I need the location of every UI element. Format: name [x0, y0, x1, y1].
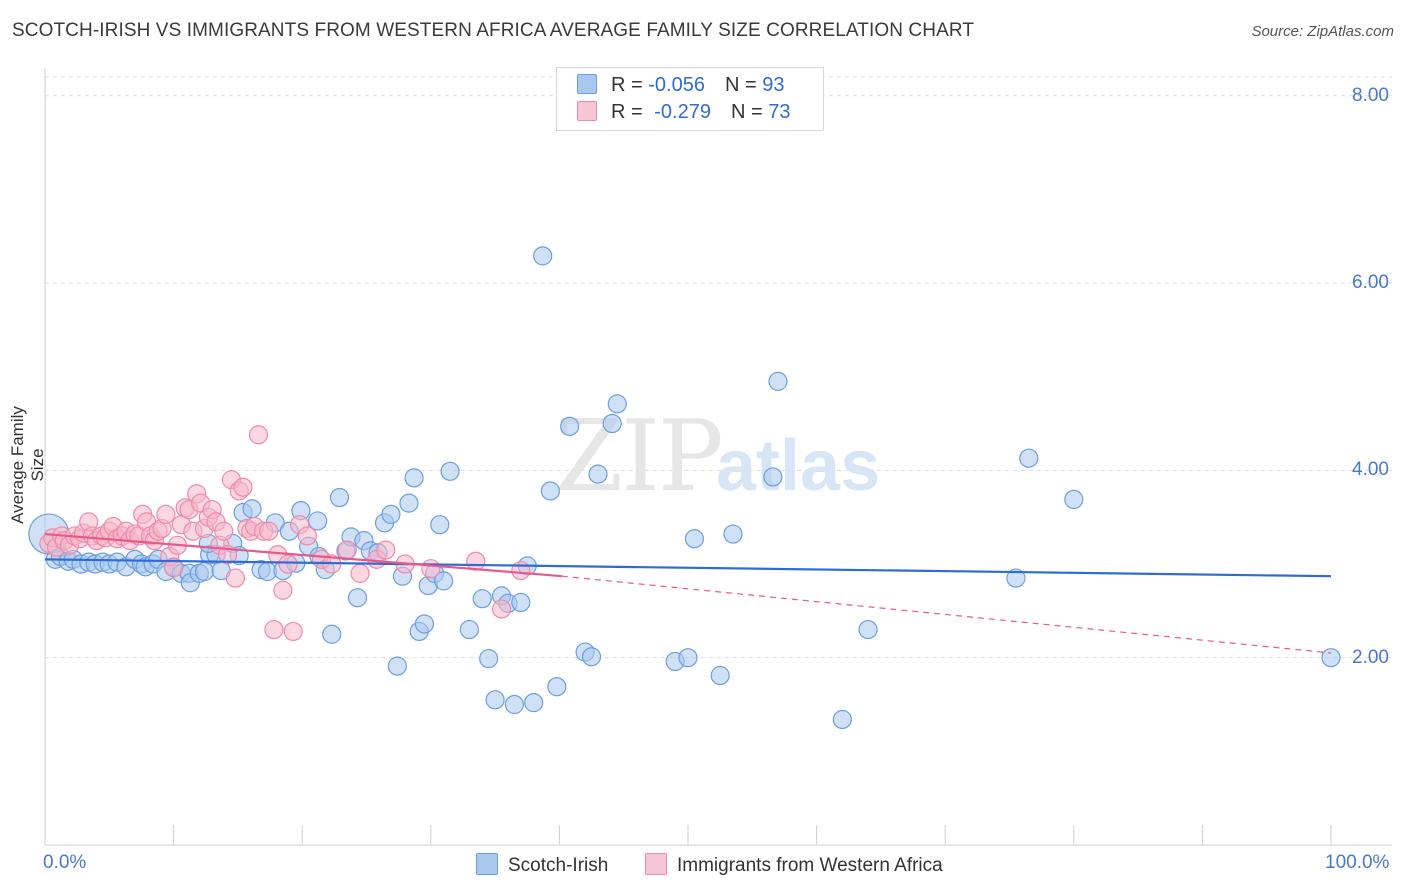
- data-point: [1019, 448, 1039, 468]
- data-point: [421, 559, 441, 579]
- legend-n-label: N =: [724, 74, 763, 96]
- data-point: [678, 648, 698, 668]
- legend-item-scotch-irish[interactable]: Scotch-Irish: [476, 853, 608, 877]
- series-legend: Scotch-Irish Immigrants from Western Afr…: [0, 851, 1406, 879]
- svg-text:ZIP: ZIP: [555, 400, 722, 514]
- axes: [44, 68, 1392, 846]
- data-point: [485, 690, 505, 710]
- data-point: [459, 619, 479, 640]
- legend-swatch-pink: [645, 853, 667, 875]
- trend-line-dashed: [561, 575, 1332, 654]
- data-point: [1321, 648, 1341, 668]
- data-point: [832, 709, 852, 730]
- svg-text:atlas: atlas: [716, 426, 880, 506]
- data-point: [684, 529, 705, 549]
- data-point: [560, 416, 580, 436]
- data-point: [278, 554, 298, 574]
- data-point: [233, 477, 253, 497]
- data-point: [322, 624, 342, 644]
- data-point: [225, 568, 245, 588]
- data-point: [581, 647, 602, 667]
- data-point: [540, 481, 560, 501]
- legend-swatch-blue: [476, 853, 498, 875]
- data-point: [387, 656, 407, 676]
- legend-r-label: R =: [611, 74, 649, 96]
- data-point: [710, 665, 730, 686]
- data-point: [242, 499, 262, 519]
- legend-item-immigrants[interactable]: Immigrants from Western Africa: [645, 853, 943, 877]
- legend-r-value: -0.056: [648, 74, 705, 96]
- data-point: [472, 589, 492, 609]
- data-point: [259, 521, 279, 541]
- watermark: ZIP atlas: [555, 400, 880, 514]
- data-point: [347, 588, 368, 608]
- data-point: [404, 468, 424, 488]
- data-point: [194, 561, 215, 582]
- data-point: [156, 504, 176, 524]
- data-point: [308, 511, 328, 531]
- x-tick-label-min: 0.0%: [43, 852, 87, 873]
- legend-label: Scotch-Irish: [508, 855, 609, 876]
- data-point: [337, 540, 357, 560]
- legend-swatch-pink: [577, 101, 597, 121]
- data-point: [768, 371, 788, 391]
- data-point: [399, 493, 419, 513]
- data-point: [376, 540, 396, 560]
- data-point: [479, 649, 499, 669]
- data-point: [248, 425, 269, 445]
- data-point: [434, 571, 454, 591]
- legend-n-label: N =: [730, 101, 769, 123]
- legend-r-value: -0.279: [654, 101, 711, 123]
- data-point: [723, 524, 743, 544]
- chart-title: SCOTCH-IRISH VS IMMIGRANTS FROM WESTERN …: [12, 20, 975, 41]
- trend-lines: [44, 532, 1332, 654]
- data-point: [858, 619, 878, 640]
- legend-n-value: 93: [762, 74, 785, 96]
- data-point: [273, 580, 293, 600]
- data-point: [1064, 489, 1084, 509]
- legend-r-label: R =: [611, 101, 649, 123]
- y-tick-label: 8.00: [1352, 84, 1389, 106]
- data-point: [607, 394, 627, 414]
- y-axis-title: Average Family Size: [8, 406, 47, 524]
- data-point: [414, 614, 434, 634]
- data-point: [214, 521, 234, 541]
- legend-swatch-blue: [577, 74, 597, 94]
- data-point: [440, 461, 460, 481]
- data-point: [430, 515, 450, 535]
- x-tick-label-max: 100.0%: [1325, 852, 1390, 873]
- data-point: [533, 246, 553, 266]
- legend-row-immigrants: R = -0.279 N = 73: [577, 101, 790, 127]
- data-point: [164, 558, 184, 578]
- data-point: [1006, 568, 1026, 588]
- data-point: [297, 526, 317, 546]
- data-point: [602, 413, 622, 434]
- data-point: [264, 619, 284, 640]
- data-point: [588, 464, 608, 484]
- gridlines: [45, 76, 1392, 659]
- source-label: Source: ZipAtlas.com: [1251, 23, 1394, 40]
- trend-line: [44, 558, 1332, 578]
- data-point: [381, 504, 401, 524]
- data-point: [283, 621, 303, 642]
- data-point: [350, 563, 370, 583]
- legend-label: Immigrants from Western Africa: [677, 855, 943, 876]
- data-point: [329, 487, 350, 508]
- data-point: [763, 467, 783, 487]
- data-point: [524, 693, 544, 713]
- data-point: [504, 694, 524, 715]
- y-tick-label: 4.00: [1352, 459, 1389, 481]
- legend-n-value: 73: [768, 101, 791, 123]
- legend-row-scotch-irish: R = -0.056 N = 93: [577, 74, 784, 100]
- y-tick-label: 6.00: [1352, 272, 1389, 294]
- data-point: [511, 560, 531, 581]
- y-tick-label: 2.00: [1352, 646, 1389, 668]
- data-point: [547, 677, 567, 697]
- data-point: [491, 599, 512, 619]
- correlation-legend: R = -0.056 N = 93 R = -0.279 N = 73: [556, 67, 824, 131]
- trend-line: [44, 532, 563, 578]
- data-point: [511, 592, 531, 613]
- data-point: [466, 551, 486, 571]
